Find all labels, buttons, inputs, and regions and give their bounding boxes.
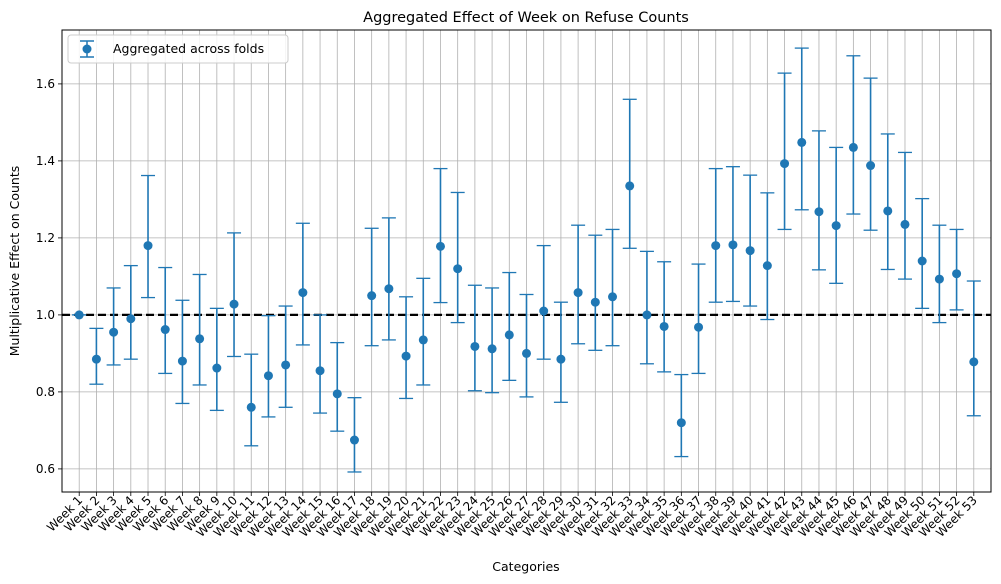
data-point	[384, 284, 394, 294]
data-point	[349, 435, 359, 445]
data-point	[539, 306, 549, 316]
y-tick-label: 0.8	[36, 385, 55, 399]
chart-title: Aggregated Effect of Week on Refuse Coun…	[363, 10, 689, 26]
data-point	[883, 206, 893, 216]
data-point	[281, 360, 291, 370]
data-point	[504, 330, 514, 340]
data-point	[900, 219, 910, 229]
y-axis-label: Multiplicative Effect on Counts	[7, 166, 22, 357]
data-point	[556, 354, 566, 364]
legend-marker-icon	[82, 44, 92, 54]
data-point	[487, 344, 497, 354]
data-point	[522, 348, 531, 358]
data-point	[917, 256, 927, 266]
data-point	[332, 389, 342, 399]
data-point	[814, 207, 824, 217]
data-point	[952, 269, 962, 279]
data-point	[91, 354, 101, 364]
data-point	[367, 291, 377, 301]
data-point	[728, 240, 738, 250]
data-point	[143, 241, 153, 251]
legend: Aggregated across folds	[67, 34, 289, 64]
data-point	[315, 366, 325, 376]
data-point	[831, 221, 841, 231]
data-point	[934, 274, 944, 284]
data-point	[453, 264, 463, 274]
y-axis: 0.6 0.8 1.0 1.2 1.4 1.6	[36, 77, 62, 476]
data-point	[229, 299, 239, 309]
data-point	[797, 137, 807, 147]
data-point	[263, 371, 273, 381]
data-point	[762, 261, 772, 271]
y-tick-label: 0.6	[36, 462, 55, 476]
data-point	[177, 356, 187, 366]
data-point	[608, 292, 618, 302]
data-point	[298, 288, 308, 298]
y-tick-label: 1.0	[36, 308, 55, 322]
data-point	[866, 161, 876, 171]
data-point	[74, 310, 84, 320]
data-point	[590, 297, 600, 307]
data-point	[401, 351, 411, 361]
data-point	[642, 310, 652, 320]
data-point	[126, 314, 136, 324]
y-tick-label: 1.6	[36, 77, 55, 91]
data-point	[573, 288, 583, 298]
data-point	[160, 325, 170, 335]
data-point	[418, 335, 428, 345]
data-point	[694, 322, 704, 332]
x-axis-label: Categories	[492, 559, 559, 574]
legend-box	[67, 34, 289, 64]
data-point	[212, 363, 222, 373]
y-tick-label: 1.4	[36, 154, 55, 168]
data-point	[435, 241, 445, 251]
data-point	[246, 402, 256, 412]
legend-label: Aggregated across folds	[113, 41, 264, 56]
data-point	[470, 341, 480, 351]
data-point	[745, 246, 755, 256]
data-marks	[72, 47, 981, 473]
data-point	[848, 142, 858, 152]
data-point	[711, 241, 721, 251]
data-point	[969, 357, 979, 367]
y-tick-label: 1.2	[36, 231, 55, 245]
data-point	[625, 181, 635, 191]
data-point	[659, 321, 669, 331]
data-point	[195, 334, 205, 344]
data-point	[109, 327, 119, 337]
data-point	[780, 159, 790, 169]
grid	[62, 30, 991, 492]
data-point	[676, 418, 686, 428]
